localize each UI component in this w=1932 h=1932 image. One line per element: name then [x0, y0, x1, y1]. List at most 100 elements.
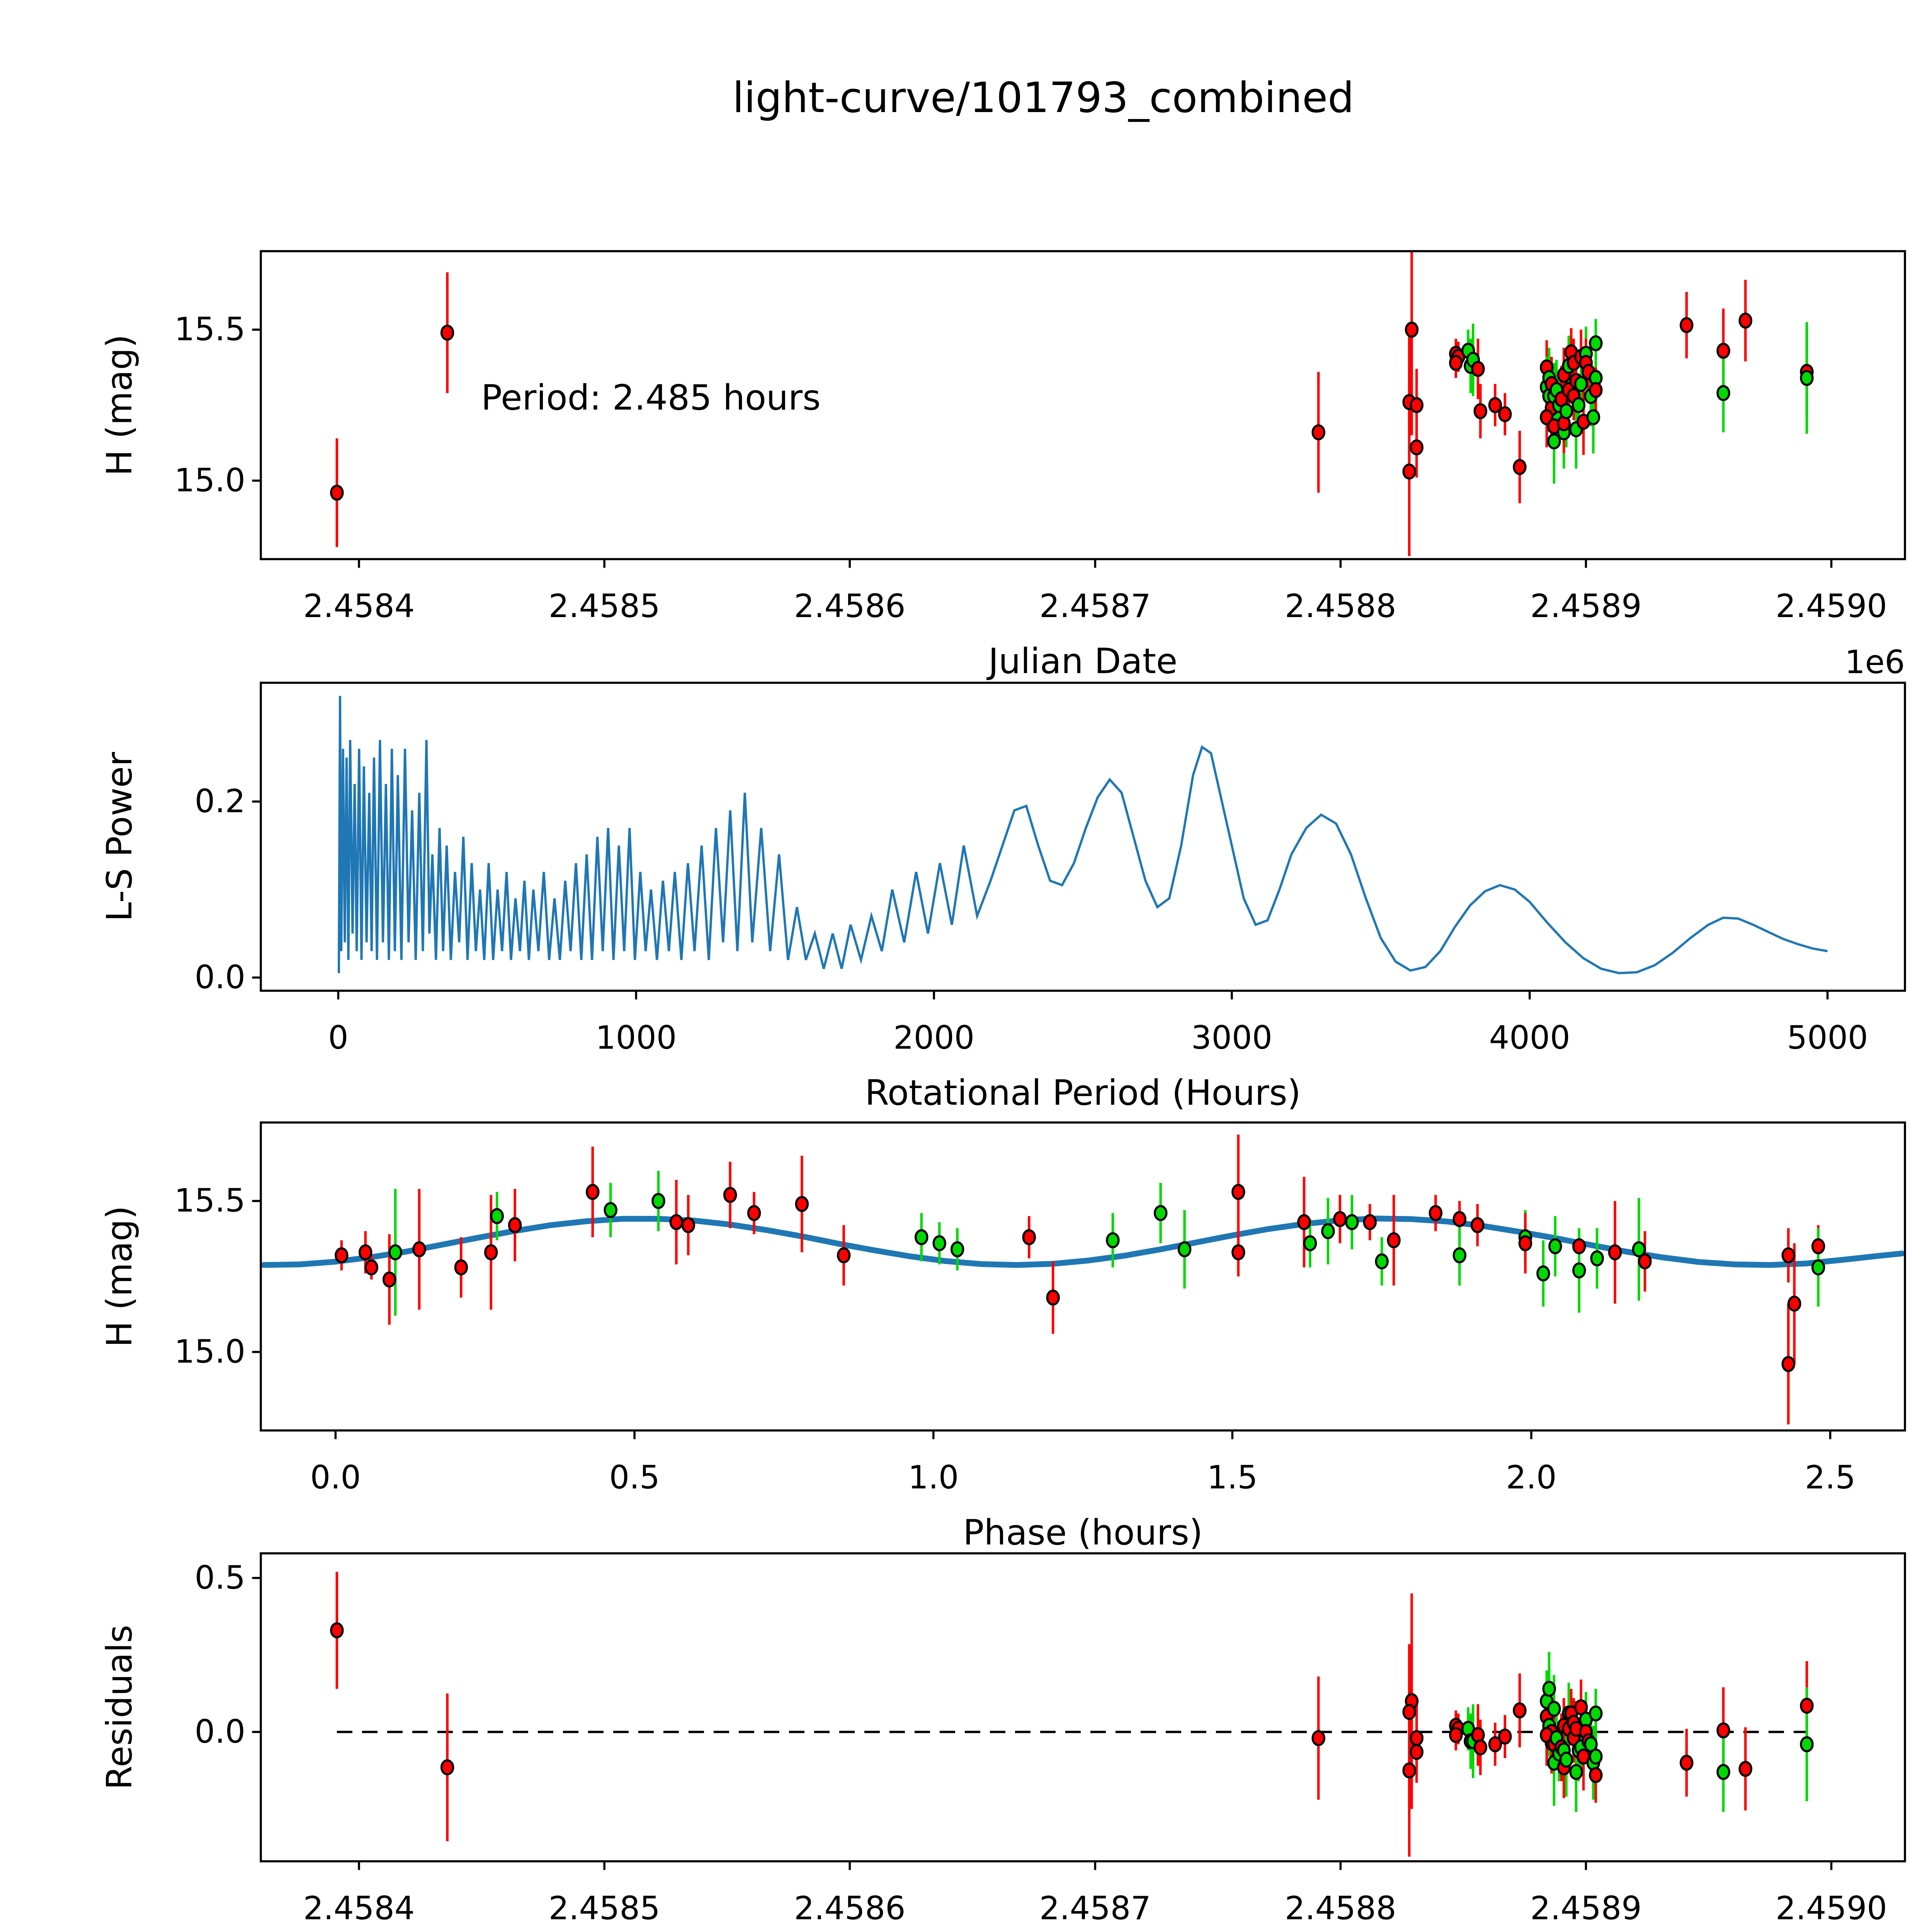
data-point [1471, 361, 1485, 377]
data-point [585, 1184, 600, 1200]
data-point [604, 1202, 617, 1218]
lightcurve-xlabel: Julian Date [986, 641, 1178, 682]
x-tick-label: 2.4588 [1285, 588, 1396, 625]
data-point [1572, 1262, 1586, 1279]
phased-xlabel: Phase (hours) [963, 1512, 1203, 1553]
data-point [508, 1217, 522, 1233]
data-point [1375, 1253, 1389, 1270]
data-point [440, 325, 454, 341]
data-point [1498, 1728, 1512, 1745]
data-point [1498, 406, 1512, 422]
data-point [454, 1259, 468, 1276]
x-tick-label: 2.0 [1506, 1459, 1556, 1496]
data-point [1297, 1214, 1311, 1230]
data-point [1410, 1744, 1423, 1760]
data-point [1022, 1229, 1036, 1245]
data-point [1547, 433, 1561, 450]
data-point [1488, 1736, 1502, 1752]
x-tick-label: 2.4584 [303, 588, 415, 625]
periodogram-frame [260, 682, 1906, 992]
y-tick-label: 15.0 [174, 1333, 245, 1370]
data-point [484, 1244, 498, 1260]
y-tick-label: 0.0 [195, 959, 245, 996]
data-point [1586, 409, 1600, 425]
data-point [1402, 1762, 1416, 1779]
data-point [1716, 343, 1730, 359]
x-tick-label: 2.4590 [1776, 1890, 1887, 1927]
data-point [330, 485, 344, 501]
data-point [490, 1208, 504, 1224]
data-point [1589, 382, 1603, 398]
periodogram-curve [337, 696, 1828, 975]
residuals-markers [330, 1622, 1814, 1783]
data-point [950, 1241, 964, 1257]
x-tick-label: 2.4586 [794, 588, 906, 625]
data-point [1429, 1205, 1443, 1221]
data-point [914, 1229, 929, 1245]
data-point [1345, 1214, 1359, 1230]
data-point [1488, 397, 1502, 413]
y-tick-label: 15.0 [174, 462, 245, 499]
data-point [1680, 1755, 1694, 1771]
x-tick-label: 5000 [1787, 1019, 1868, 1056]
data-point [1311, 424, 1325, 440]
data-point [1449, 355, 1463, 371]
data-point [1638, 1253, 1652, 1270]
data-point [1574, 376, 1588, 392]
x-tick-label: 2.4587 [1039, 1890, 1151, 1927]
data-point [330, 1622, 344, 1638]
data-point [1106, 1232, 1120, 1248]
x-tick-label: 1000 [595, 1019, 677, 1056]
data-point [837, 1247, 851, 1264]
period-annotation: Period: 2.485 hours [481, 378, 821, 418]
x-tick-label: 0.5 [609, 1459, 660, 1496]
residuals-plot-area [330, 1571, 1814, 1857]
data-point [795, 1196, 809, 1212]
data-point [1572, 1238, 1586, 1255]
data-point [1402, 463, 1416, 480]
x-tick-label: 2.4589 [1530, 588, 1642, 625]
data-point [1800, 1697, 1814, 1714]
data-point [669, 1214, 684, 1230]
data-point [1518, 1235, 1532, 1252]
data-point [1405, 321, 1419, 338]
y-tick-label: 0.5 [195, 1559, 245, 1596]
data-point [1513, 459, 1527, 475]
x-tick-label: 2.5 [1805, 1459, 1855, 1496]
data-point [1449, 1727, 1463, 1743]
data-point [723, 1187, 737, 1203]
data-point [747, 1205, 761, 1221]
x-tick-label: 0.0 [310, 1459, 361, 1496]
data-point [1387, 1232, 1401, 1248]
data-point [1542, 1680, 1556, 1697]
data-point [1569, 1764, 1583, 1780]
data-point [932, 1235, 946, 1252]
panel-phased: 0.0 0.5 1.0 1.5 2.0 2.5 15.0 15.5 Phase (hours) H… [99, 1121, 1906, 1553]
data-point [1738, 312, 1752, 329]
periodogram-ylabel: L-S Power [99, 752, 140, 922]
lightcurve-plot-area [330, 251, 1814, 556]
data-point [1452, 1247, 1467, 1264]
data-point [1363, 1214, 1377, 1230]
x-tick-label: 2.4584 [303, 1890, 415, 1927]
data-point [1231, 1244, 1245, 1260]
panel-lightcurve: 2.4584 2.4585 2.4586 2.4587 2.4588 2.4589 2.45… [99, 250, 1906, 682]
data-point [1321, 1223, 1335, 1240]
x-tick-label: 1.0 [908, 1459, 959, 1496]
data-point [1590, 1250, 1604, 1267]
x-tick-label: 2.4586 [794, 1890, 906, 1927]
data-point [1800, 370, 1814, 386]
data-point [382, 1271, 396, 1288]
x-tick-label: 4000 [1489, 1019, 1570, 1056]
y-tick-label: 0.0 [195, 1713, 245, 1750]
data-point [681, 1217, 696, 1233]
data-point [1548, 1238, 1562, 1255]
y-tick-label: 15.5 [174, 1182, 245, 1219]
x-tick-label: 3000 [1191, 1019, 1272, 1056]
x-tick-label: 2.4588 [1285, 1890, 1396, 1927]
phased-plot-area [261, 1134, 1905, 1425]
panel-residuals: 2.4584 2.4585 2.4586 2.4587 2.4588 2.4589 2.45… [99, 1552, 1906, 1927]
data-point [1571, 397, 1586, 413]
residuals-ylabel: Residuals [99, 1625, 140, 1790]
